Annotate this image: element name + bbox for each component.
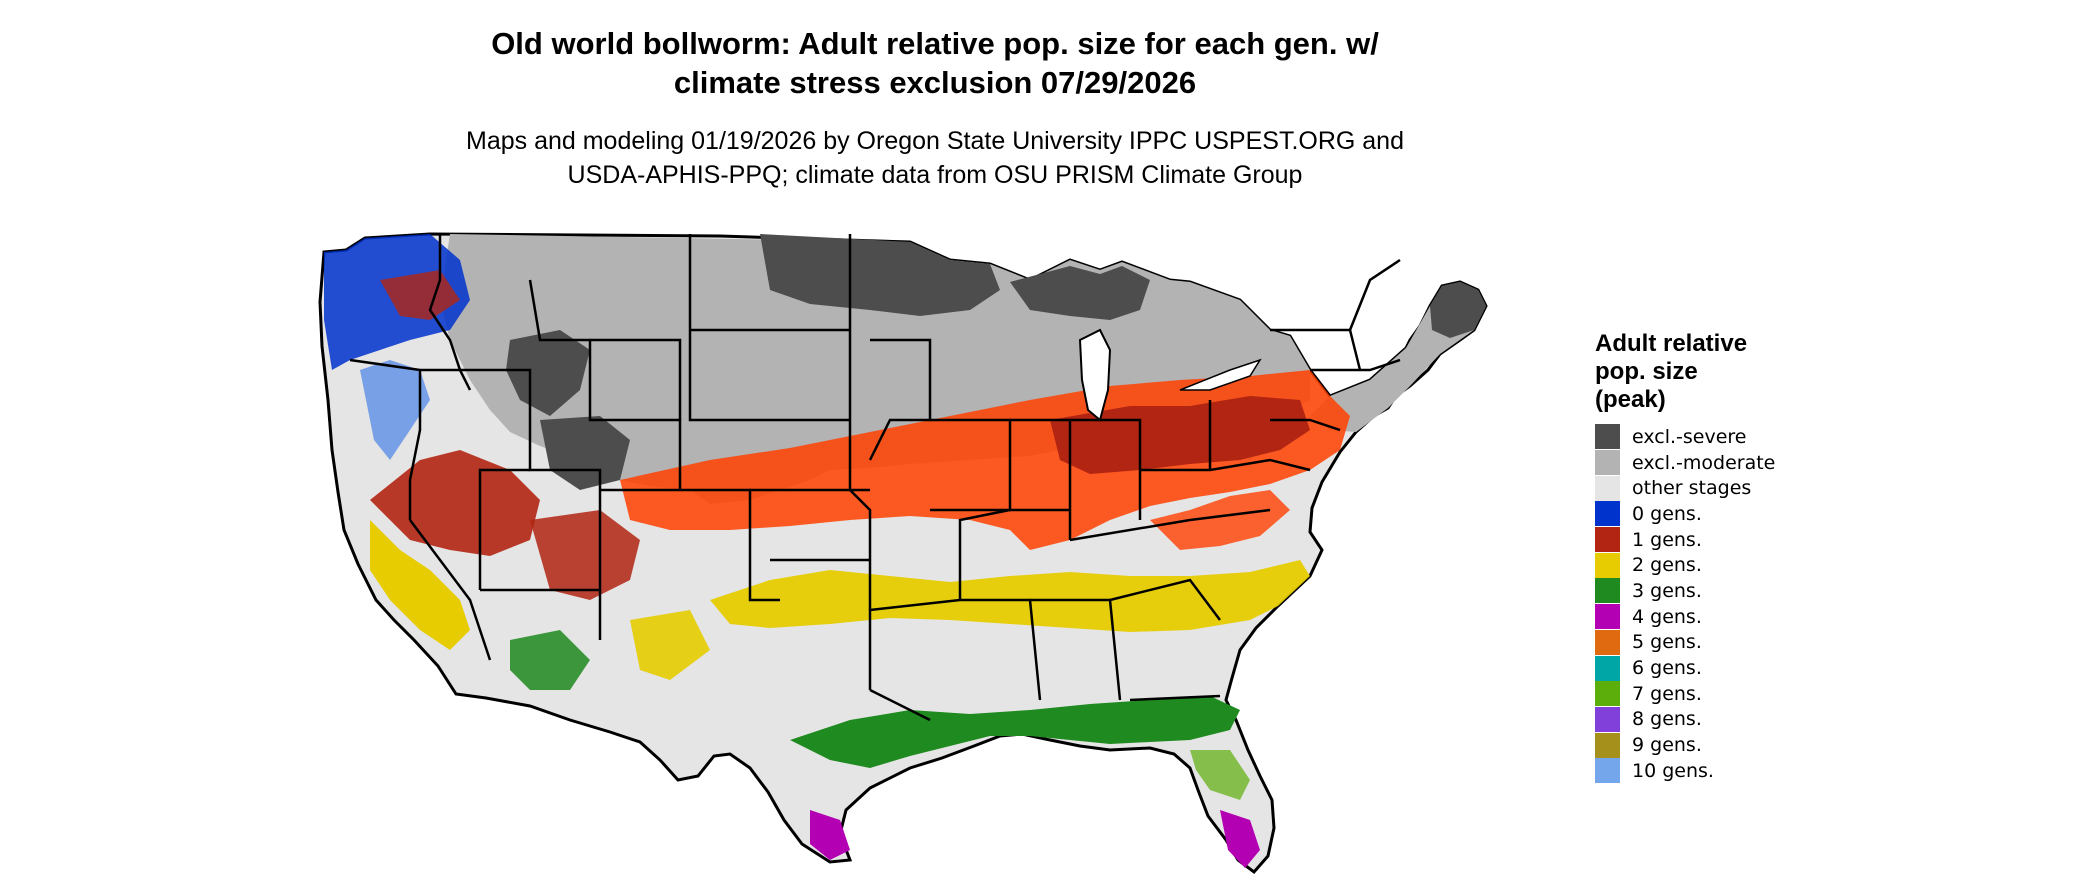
excl-severe-wisconsin	[1010, 266, 1150, 320]
legend-item: 7 gens.	[1595, 681, 1775, 707]
legend-item: 1 gens.	[1595, 527, 1775, 553]
three-gen-gulf-coast	[790, 696, 1240, 768]
legend-item: 6 gens.	[1595, 655, 1775, 681]
four-gen-south-florida	[1220, 810, 1260, 868]
legend-swatch	[1595, 424, 1620, 450]
lake-michigan	[1078, 328, 1112, 422]
lake-erie	[1179, 358, 1262, 391]
one-gen-ohio-valley	[1050, 396, 1310, 474]
us-map	[318, 232, 1488, 875]
two-gen-california	[370, 520, 470, 650]
one-gen-west-a	[370, 450, 540, 556]
legend-swatch	[1595, 706, 1620, 732]
legend-item: 10 gens.	[1595, 758, 1775, 784]
legend-item: 0 gens.	[1595, 501, 1775, 527]
state-borders	[349, 234, 1401, 722]
legend-item: 2 gens.	[1595, 552, 1775, 578]
legend-title-line1: Adult relative	[1595, 330, 1748, 357]
excl-severe-maine	[1430, 282, 1486, 338]
legend-swatch	[1595, 732, 1620, 758]
map-subtitle-line1: Maps and modeling 01/19/2026 by Oregon S…	[466, 127, 1404, 155]
excl-severe-wyoming	[506, 330, 590, 416]
legend-label: 1 gens.	[1632, 528, 1702, 551]
two-gen-texas-west	[630, 610, 710, 680]
legend-title: Adult relative pop. size (peak)	[1595, 330, 1775, 414]
legend-label: 9 gens.	[1632, 734, 1702, 757]
legend-label: 2 gens.	[1632, 554, 1702, 577]
legend-swatch	[1595, 578, 1620, 604]
map-subtitle-line2: USDA-APHIS-PPQ; climate data from OSU PR…	[567, 161, 1303, 189]
zero-gens-sierra	[360, 360, 430, 460]
legend-swatch	[1595, 450, 1620, 476]
legend-swatch	[1595, 655, 1620, 681]
legend-swatch	[1595, 552, 1620, 578]
legend-label: 4 gens.	[1632, 605, 1702, 628]
three-gen-southwest	[510, 630, 590, 690]
seven-gen-florida	[1190, 750, 1250, 800]
legend-label: 6 gens.	[1632, 657, 1702, 680]
map-title: Old world bollworm: Adult relative pop. …	[0, 24, 1870, 102]
two-gen-south-band	[710, 560, 1310, 632]
legend-label: 5 gens.	[1632, 631, 1702, 654]
legend-label: 0 gens.	[1632, 502, 1702, 525]
legend-item: excl.-moderate	[1595, 450, 1775, 476]
legend-item: 4 gens.	[1595, 604, 1775, 630]
legend-item: excl.-severe	[1595, 424, 1775, 450]
legend-item: 3 gens.	[1595, 578, 1775, 604]
legend-swatch	[1595, 604, 1620, 630]
legend-swatch	[1595, 629, 1620, 655]
legend-label: 7 gens.	[1632, 682, 1702, 705]
legend-title-line3: (peak)	[1595, 386, 1666, 413]
legend-label: 10 gens.	[1632, 759, 1714, 782]
legend-item: 5 gens.	[1595, 629, 1775, 656]
legend-label: excl.-moderate	[1632, 451, 1776, 474]
legend-label: other stages	[1632, 477, 1752, 500]
map-title-line1: Old world bollworm: Adult relative pop. …	[491, 26, 1379, 61]
four-gen-south-texas	[810, 810, 850, 860]
legend-swatch	[1595, 501, 1620, 527]
excl-severe-north-dakota-minnesota	[760, 234, 1000, 316]
map-legend: Adult relative pop. size (peak) excl.-se…	[1595, 330, 1775, 784]
legend-label: 3 gens.	[1632, 579, 1702, 602]
legend-swatch	[1595, 527, 1620, 553]
legend-title-line2: pop. size	[1595, 358, 1698, 385]
legend-swatch	[1595, 681, 1620, 707]
legend-swatch	[1595, 758, 1620, 784]
legend-label: 8 gens.	[1632, 708, 1702, 731]
excl-severe-colorado	[540, 416, 630, 490]
one-gen-appalachia	[1150, 490, 1290, 550]
legend-item: other stages	[1595, 475, 1775, 501]
legend-item: 8 gens.	[1595, 706, 1775, 733]
map-title-line2: climate stress exclusion 07/29/2026	[673, 65, 1197, 100]
map-subtitle: Maps and modeling 01/19/2026 by Oregon S…	[0, 124, 1870, 192]
legend-label: excl.-severe	[1632, 425, 1747, 448]
legend-item: 9 gens.	[1595, 732, 1775, 758]
one-gen-west-b	[530, 510, 640, 600]
legend-swatch	[1595, 475, 1620, 501]
